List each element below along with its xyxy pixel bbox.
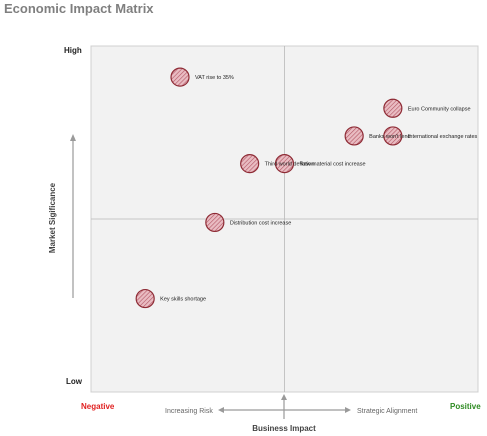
y-axis-arrow (70, 134, 76, 298)
chart-title: Economic Impact Matrix (4, 1, 154, 16)
data-point-label-1: VAT rise to 35% (195, 75, 234, 81)
data-points: VAT rise to 35% Euro Community collapse Ba… (135, 67, 478, 309)
data-point-4 (383, 126, 403, 146)
data-point-label-6: Raw material cost increase (300, 162, 366, 168)
data-point-5 (240, 154, 260, 174)
x-tick-negative: Negative (81, 402, 115, 411)
data-point-8 (135, 288, 155, 309)
y-axis-label: Market Sigificance (48, 182, 57, 253)
data-point-3 (344, 126, 364, 146)
data-point-label-3: Banks won't lend (369, 134, 410, 140)
data-point-6 (274, 154, 295, 174)
data-point-7 (205, 212, 225, 233)
data-point-label-8: Key skills shortage (160, 297, 206, 303)
y-tick-high: High (64, 46, 82, 55)
data-point-label-4: International exchange rates (408, 134, 478, 140)
x-tick-positive: Positive (450, 402, 481, 411)
data-point-1 (170, 67, 190, 87)
x-axis-hint-left: Increasing Risk (165, 408, 213, 415)
x-axis-hint-right: Strategic Alignment (357, 408, 417, 415)
data-point-label-7: Distribution cost increase (230, 220, 291, 226)
x-axis-arrow (218, 394, 351, 419)
x-axis-label: Business Impact (252, 424, 316, 433)
data-point-2 (383, 98, 403, 118)
data-point-label-5: Third world deflation (265, 162, 315, 168)
y-tick-low: Low (66, 377, 83, 386)
data-point-label-2: Euro Community collapse (408, 106, 471, 112)
